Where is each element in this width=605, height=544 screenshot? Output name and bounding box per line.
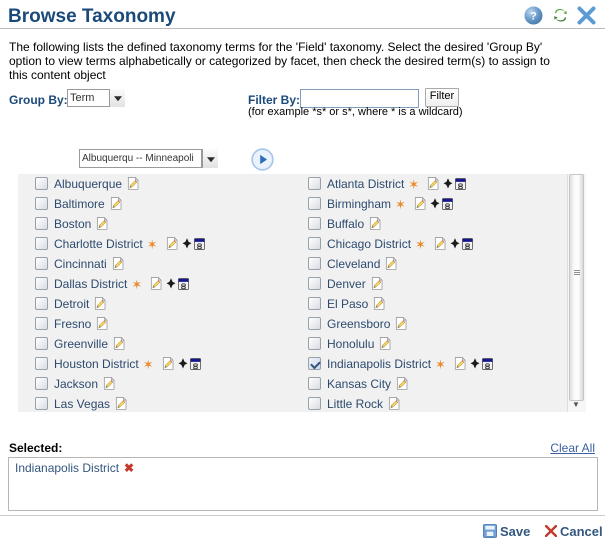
svg-text:?: ? [530,11,537,23]
